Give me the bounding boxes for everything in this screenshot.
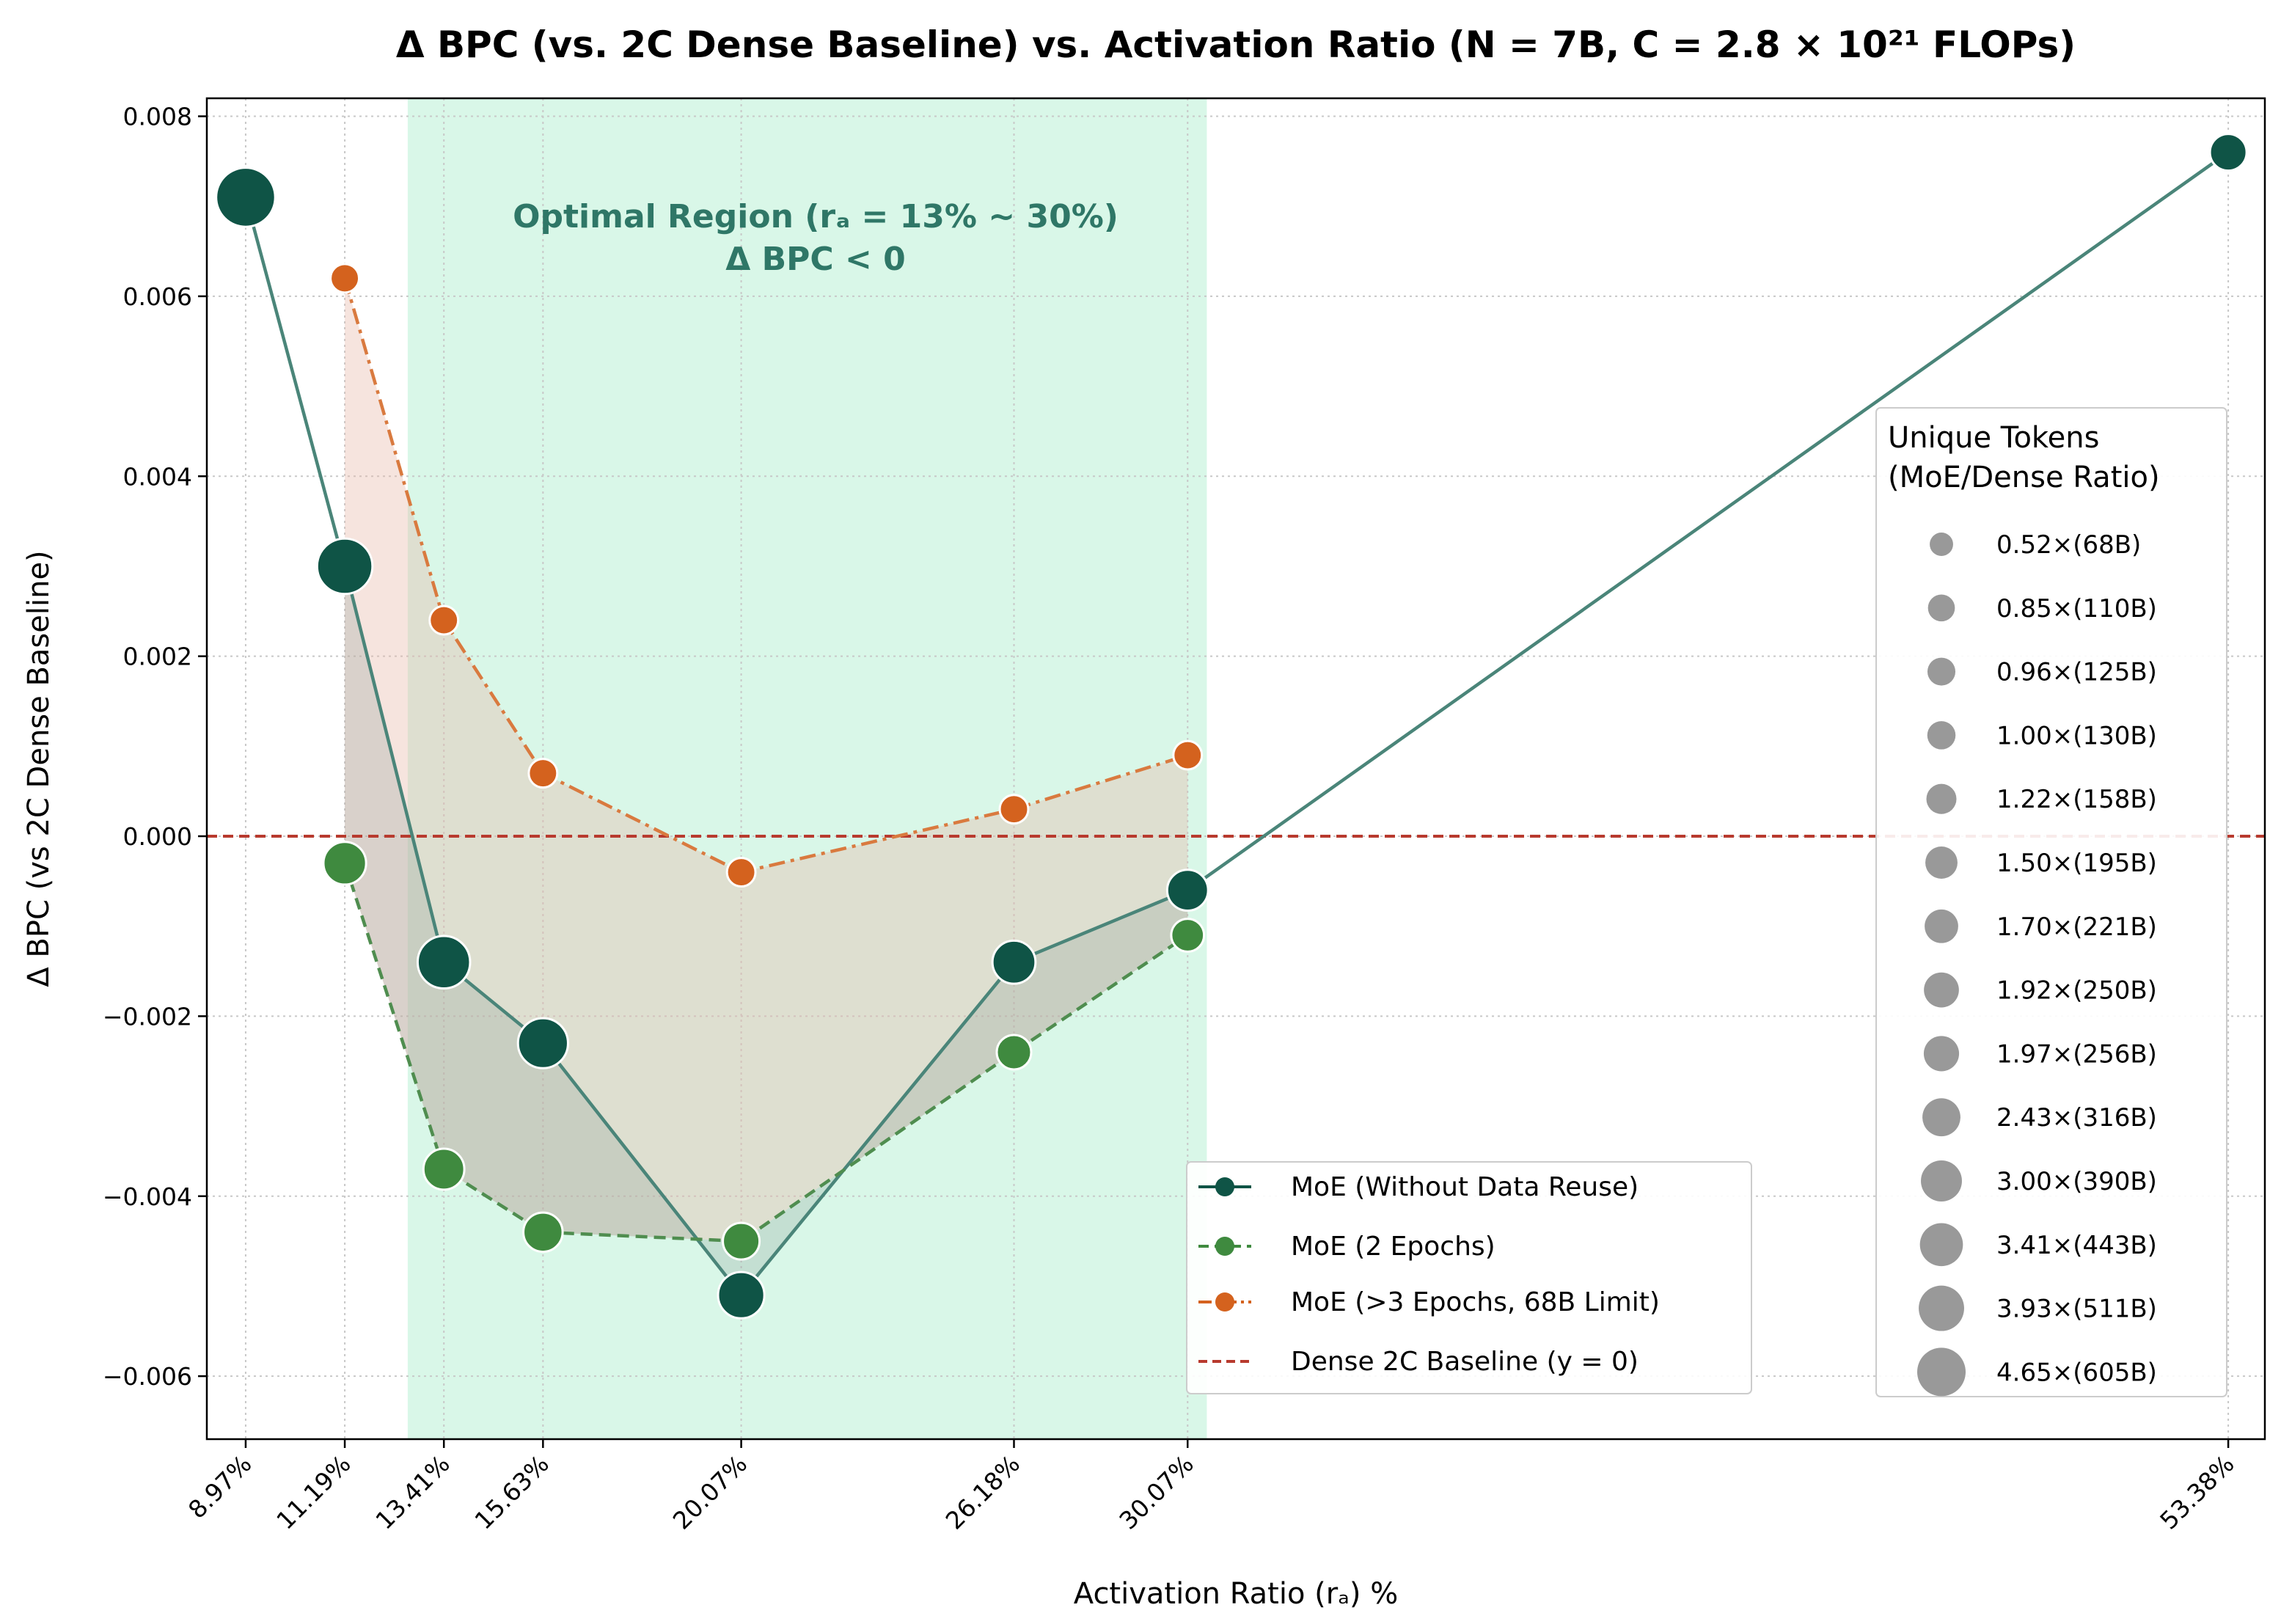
size-legend-marker-1 — [1927, 594, 1955, 622]
legend-label-no-reuse: MoE (Without Data Reuse) — [1291, 1172, 1639, 1202]
legend-label-baseline: Dense 2C Baseline (y = 0) — [1291, 1347, 1639, 1377]
point-no-reuse-4 — [717, 1270, 766, 1320]
size-legend-marker-12 — [1919, 1285, 1964, 1331]
size-legend-label-1: 0.85×(110B) — [1996, 594, 2157, 623]
reuse-gap-fill — [345, 566, 1188, 1295]
size-legend-label-0: 0.52×(68B) — [1996, 530, 2141, 560]
point-3-epochs-0 — [329, 263, 361, 294]
point-2-epochs-1 — [422, 1147, 466, 1191]
y-tick-label-7: 0.008 — [123, 103, 192, 131]
series-markers — [215, 133, 2248, 1320]
size-legend-entries: 0.52×(68B) 0.85×(110B) 0.96×(125B) 1.00×(13… — [1916, 530, 2157, 1397]
series-line-2-epochs — [343, 863, 1189, 1243]
y-tick-label-5: 0.004 — [123, 462, 192, 491]
x-tick-label-2: 13.41% — [370, 1449, 455, 1535]
y-tick-label-0: −0.006 — [103, 1362, 192, 1391]
point-3-epochs-1 — [428, 604, 460, 636]
point-no-reuse-1 — [315, 537, 374, 596]
epoch-gap-fill — [345, 278, 1188, 1242]
size-legend: Unique Tokens (MoE/Dense Ratio) 0.52×(68… — [1875, 407, 2227, 1397]
legend-marker-3-epochs — [1215, 1292, 1234, 1312]
optimal-region-label: Optimal Region (rₐ = 13% ~ 30%) — [513, 198, 1118, 235]
optimal-region-sublabel: Δ BPC < 0 — [725, 241, 906, 278]
point-3-epochs-5 — [1172, 739, 1204, 771]
y-tick-label-3: 0.000 — [123, 822, 192, 851]
size-legend-marker-11 — [1919, 1223, 1963, 1267]
size-legend-marker-0 — [1930, 533, 1953, 556]
legend-label-3-epochs: MoE (>3 Epochs, 68B Limit) — [1291, 1287, 1660, 1317]
size-legend-marker-9 — [1922, 1098, 1960, 1137]
point-2-epochs-3 — [722, 1221, 761, 1261]
legend-marker-no-reuse — [1215, 1177, 1234, 1196]
point-2-epochs-4 — [995, 1034, 1033, 1071]
size-legend-title: Unique Tokens — [1888, 421, 2099, 455]
legend-box — [1186, 1161, 1752, 1394]
point-no-reuse-2 — [416, 934, 472, 990]
size-legend-marker-8 — [1923, 1036, 1960, 1072]
size-legend-marker-5 — [1925, 846, 1958, 879]
legend-marker-2-epochs — [1215, 1237, 1234, 1256]
size-legend-label-11: 3.41×(443B) — [1996, 1231, 2157, 1260]
legend: MoE (Without Data Reuse) MoE (2 Epochs) … — [1186, 1161, 1752, 1394]
size-legend-marker-10 — [1921, 1160, 1962, 1201]
x-tick-label-3: 15.63% — [469, 1449, 554, 1535]
size-legend-label-10: 3.00×(390B) — [1996, 1167, 2157, 1196]
x-tick-label-7: 53.38% — [2154, 1449, 2240, 1535]
point-3-epochs-2 — [527, 758, 559, 789]
legend-label-2-epochs: MoE (2 Epochs) — [1291, 1232, 1495, 1262]
series-line-no-reuse — [244, 150, 2230, 1297]
point-no-reuse-3 — [516, 1017, 569, 1069]
y-tick-label-6: 0.006 — [123, 282, 192, 311]
x-tick-label-1: 11.19% — [271, 1449, 356, 1535]
x-tick-label-6: 30.07% — [1113, 1449, 1199, 1535]
size-legend-label-8: 1.97×(256B) — [1996, 1039, 2157, 1069]
point-2-epochs-5 — [1170, 918, 1206, 953]
y-axis-label: Δ BPC (vs 2C Dense Baseline) — [22, 550, 56, 987]
size-legend-box — [1875, 407, 2227, 1397]
size-legend-label-13: 4.65×(605B) — [1996, 1358, 2157, 1387]
x-tick-label-0: 8.97% — [183, 1449, 257, 1524]
size-legend-marker-2 — [1927, 657, 1956, 686]
size-legend-label-7: 1.92×(250B) — [1996, 976, 2157, 1006]
size-legend-subtitle: (MoE/Dense Ratio) — [1888, 461, 2160, 494]
point-no-reuse-5 — [991, 939, 1037, 985]
point-2-epochs-0 — [322, 841, 367, 886]
point-3-epochs-4 — [998, 794, 1030, 825]
size-legend-label-12: 3.93×(511B) — [1996, 1295, 2157, 1324]
y-tick-label-2: −0.002 — [103, 1002, 192, 1031]
point-no-reuse-0 — [215, 167, 277, 228]
y-tick-label-4: 0.002 — [123, 643, 192, 671]
size-legend-marker-7 — [1924, 972, 1959, 1008]
size-legend-label-2: 0.96×(125B) — [1996, 658, 2157, 687]
size-legend-label-4: 1.22×(158B) — [1996, 785, 2157, 814]
size-legend-label-3: 1.00×(130B) — [1996, 721, 2157, 750]
size-legend-marker-3 — [1927, 721, 1956, 750]
plot-frame — [205, 97, 2266, 1441]
size-legend-label-5: 1.50×(195B) — [1996, 849, 2157, 878]
point-2-epochs-2 — [522, 1211, 564, 1254]
point-3-epochs-3 — [725, 857, 757, 888]
x-tick-label-5: 26.18% — [940, 1449, 1026, 1535]
point-no-reuse-7 — [2208, 133, 2248, 172]
point-no-reuse-6 — [1165, 868, 1209, 912]
size-legend-label-9: 2.43×(316B) — [1996, 1103, 2157, 1133]
x-tick-label-4: 20.07% — [667, 1449, 753, 1535]
size-legend-label-6: 1.70×(221B) — [1996, 912, 2157, 942]
x-axis-label: Activation Ratio (rₐ) % — [1074, 1577, 1398, 1611]
size-legend-marker-6 — [1925, 909, 1958, 943]
size-legend-marker-13 — [1916, 1347, 1966, 1397]
band-fills — [345, 278, 1188, 1295]
y-tick-label-1: −0.004 — [103, 1182, 192, 1211]
chart-title: Δ BPC (vs. 2C Dense Baseline) vs. Activa… — [396, 23, 2076, 66]
size-legend-marker-4 — [1926, 783, 1957, 814]
series-line-3-epochs — [343, 277, 1188, 874]
